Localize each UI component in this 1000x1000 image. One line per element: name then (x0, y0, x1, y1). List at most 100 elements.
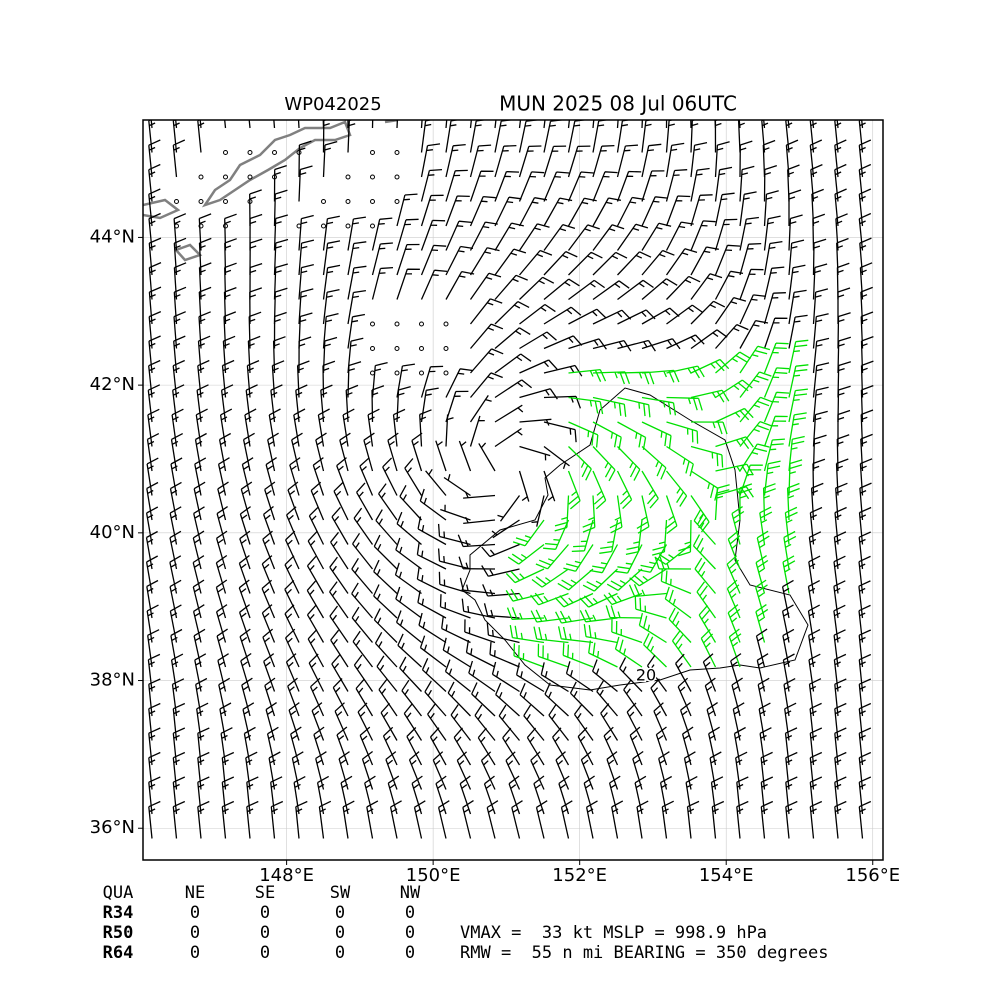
stats-line: RMW = 55 n mi BEARING = 350 degrees (460, 943, 828, 963)
wind-barb (331, 506, 349, 545)
wind-barb (420, 143, 441, 178)
wind-barb (308, 506, 325, 545)
wind-barb (739, 345, 771, 374)
wind-barb (860, 433, 873, 472)
wind-barb (661, 800, 674, 839)
wind-barb (783, 678, 796, 717)
calm-marker (394, 370, 400, 376)
wind-barb (518, 145, 542, 178)
wind-barb (690, 445, 724, 468)
wind-barb (860, 360, 874, 398)
wind-barb (616, 144, 639, 178)
wind-barb (266, 726, 279, 766)
wind-barb (592, 396, 627, 417)
wind-barb (641, 143, 662, 178)
table-cell: 0 (335, 903, 345, 923)
wind-barb (760, 776, 774, 815)
wind-barb (419, 635, 447, 668)
wind-barb (461, 598, 496, 619)
wind-barb (148, 188, 161, 227)
wind-barb (675, 653, 692, 692)
wind-barb (284, 555, 300, 594)
wind-barb (199, 120, 202, 129)
wind-barb (147, 384, 161, 423)
wind-barb (543, 145, 567, 178)
wind-barb (665, 248, 698, 276)
wind-barb (690, 220, 716, 251)
wind-barb (330, 629, 349, 668)
wind-barb (264, 481, 276, 521)
wind-barb (837, 312, 851, 349)
wind-barb (760, 751, 773, 790)
wind-barb (836, 262, 850, 300)
wind-barb (569, 681, 594, 717)
wind-barb (690, 300, 726, 325)
wind-barb (193, 506, 205, 545)
wind-barb (617, 421, 647, 450)
wind-barb (371, 361, 388, 398)
wind-barb (148, 163, 161, 202)
wind-barb (347, 361, 362, 398)
wind-barb (543, 278, 580, 301)
table-cell: 0 (335, 923, 345, 943)
wind-barb (782, 628, 795, 668)
wind-barb (592, 446, 616, 482)
wind-barb (583, 624, 618, 644)
wind-barb (468, 660, 496, 693)
wind-barb (809, 800, 823, 839)
table-cell: 0 (260, 903, 270, 923)
wind-barb (567, 197, 597, 227)
wind-barb (469, 120, 488, 153)
wind-barb (441, 616, 471, 644)
wind-barb (641, 120, 653, 153)
wind-barb (665, 195, 691, 227)
wind-barb (756, 653, 769, 692)
wind-barb (262, 530, 276, 570)
wind-barb (329, 605, 349, 643)
wind-barb (148, 286, 162, 325)
wind-barb (543, 519, 570, 550)
wind-barb (445, 390, 469, 423)
wind-barb (298, 288, 314, 325)
wind-barb (342, 408, 355, 447)
wind-barb (788, 412, 807, 447)
wind-barb (444, 659, 471, 693)
wind-barb (246, 776, 259, 815)
wind-barb (837, 361, 851, 398)
wind-barb (435, 775, 447, 815)
wind-barb (616, 120, 632, 153)
wind-barb (264, 677, 276, 717)
wind-barb (715, 379, 753, 399)
wind-barb (246, 800, 259, 839)
wind-barb (399, 484, 422, 521)
wind-barb (308, 653, 325, 692)
wind-barb (858, 188, 872, 227)
wind-barb (812, 263, 828, 300)
wind-barb (592, 197, 622, 227)
wind-barb (172, 776, 186, 815)
wind-barb (306, 555, 325, 594)
wind-barb (396, 218, 419, 251)
wind-barb (307, 629, 325, 668)
wind-barb (592, 421, 622, 450)
wind-barb (378, 679, 398, 717)
wind-barb (495, 682, 520, 717)
wind-barb (788, 214, 803, 251)
wind-barb (340, 775, 353, 815)
wind-barb (270, 776, 283, 815)
wind-barb (148, 702, 161, 741)
wind-barb (356, 482, 374, 521)
wind-barb (810, 482, 824, 521)
wind-barb (677, 677, 692, 717)
wind-barb (249, 238, 263, 276)
wind-barb (494, 327, 531, 349)
wind-barb (788, 364, 809, 398)
wind-barb (306, 604, 325, 643)
wind-barb (629, 726, 643, 766)
wind-barb (759, 506, 773, 545)
wind-barb (666, 396, 703, 411)
wind-barb (739, 268, 764, 300)
wind-barb (298, 336, 312, 374)
wind-barb (519, 303, 556, 325)
wind-barb (469, 170, 494, 202)
